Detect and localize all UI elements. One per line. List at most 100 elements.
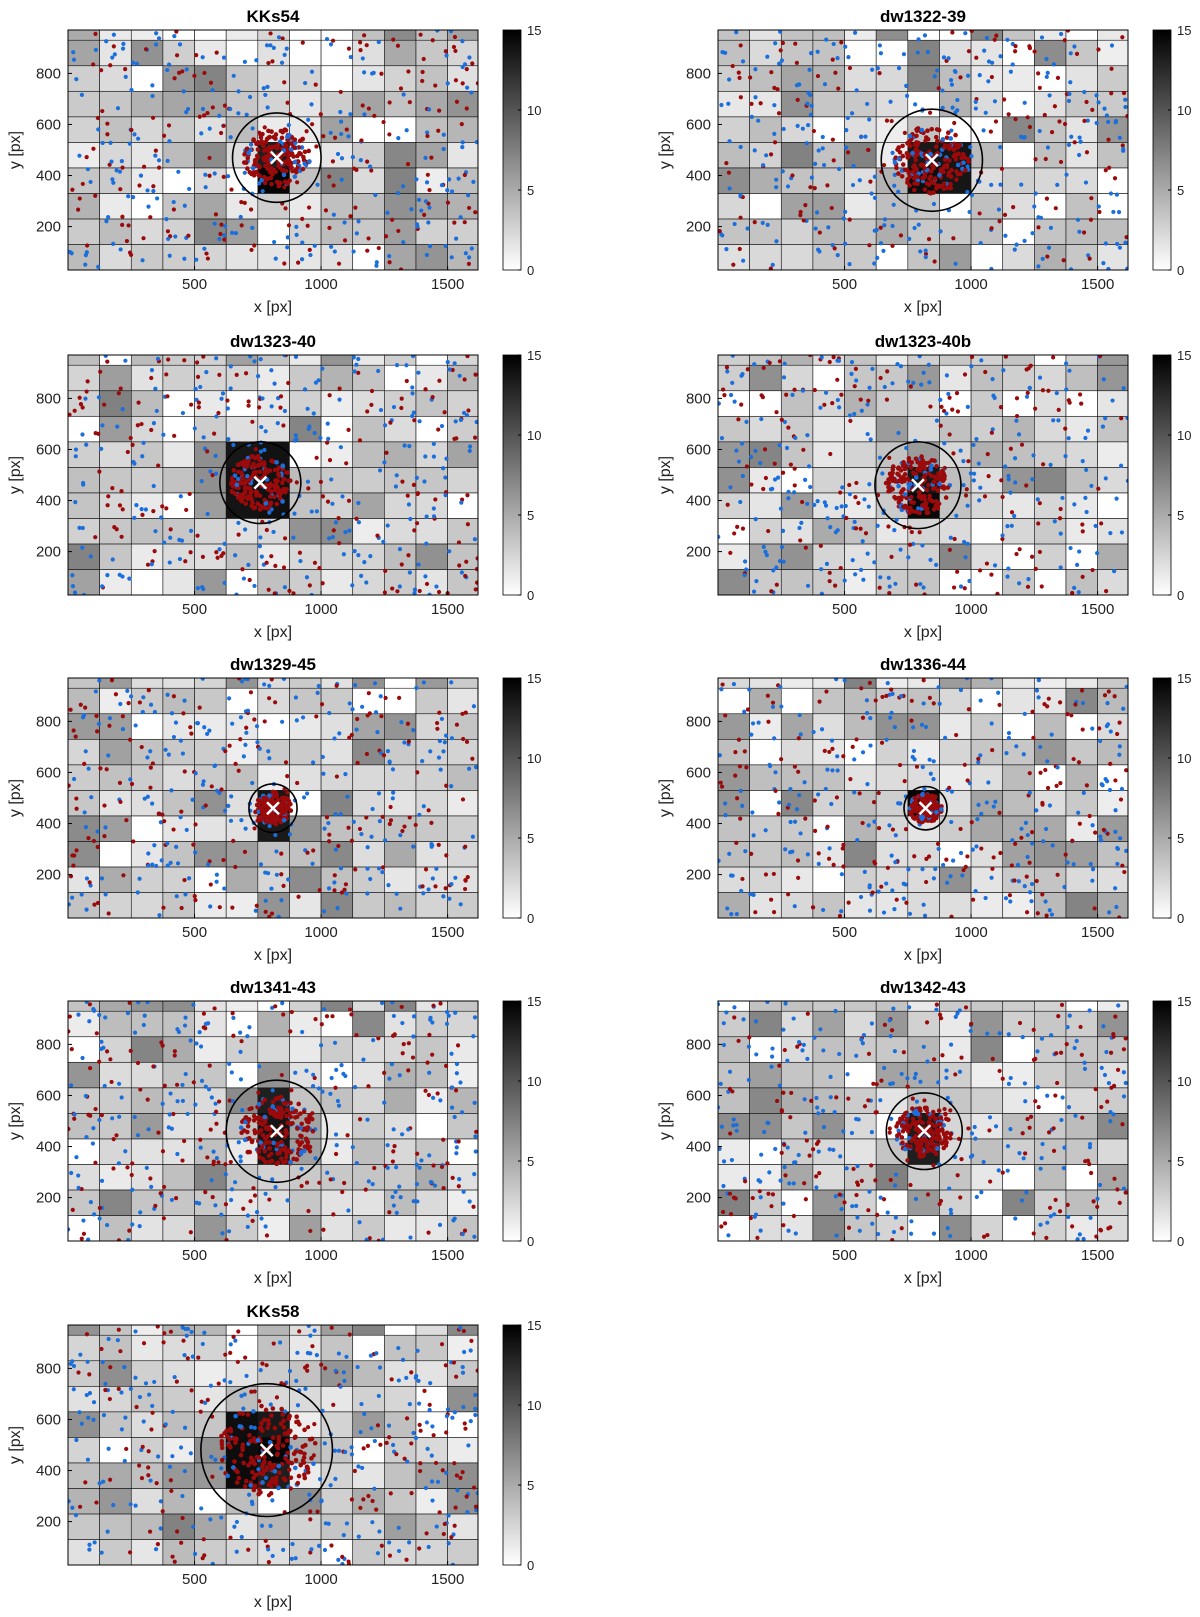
cluster-point [276,472,282,477]
blue-point [175,1099,180,1104]
heatmap-cell [68,390,100,417]
red-point [885,369,890,374]
colorbar-tick-label: 15 [527,23,541,38]
blue-point [337,397,342,402]
heatmap-cell [99,90,132,118]
red-point [160,812,165,817]
blue-point [874,227,879,233]
blue-point [236,476,241,482]
heatmap-cell [1002,815,1035,842]
blue-point [151,483,156,489]
heatmap-cell [875,892,909,918]
blue-point [311,411,316,416]
red-point [884,118,890,123]
blue-point [825,767,830,772]
red-point [811,128,817,134]
heatmap-cell [970,218,1004,245]
blue-point [1008,69,1013,74]
red-point [762,447,768,452]
blue-point [882,217,888,222]
blue-point [96,395,102,400]
red-point [450,367,455,373]
y-tick-label: 400 [686,168,711,185]
red-point [739,402,744,407]
red-point [108,63,113,68]
red-point [406,1041,411,1046]
heatmap-cell [1065,764,1098,791]
heatmap-cell [1097,244,1128,270]
cluster-point [923,800,928,805]
blue-point [921,701,926,706]
blue-point [210,88,215,93]
blue-point [253,908,258,913]
heatmap-cells [718,355,1128,595]
blue-point [99,446,104,451]
red-point [196,405,201,410]
blue-point [920,764,925,770]
cluster-point [280,463,286,469]
red-point [1077,392,1083,397]
cluster-point [231,468,237,473]
heatmap-cell [1002,492,1035,519]
scatter-points [68,355,478,595]
heatmap-cell [1065,713,1098,740]
blue-point [1101,260,1106,266]
blue-point [888,715,893,720]
blue-point [135,890,140,895]
red-point [125,449,130,455]
heatmap-cell [415,218,448,245]
heatmap-cell [384,142,417,169]
red-point [1045,704,1050,709]
y-tick-label: 200 [36,544,61,561]
heatmap-cell [225,390,259,417]
blue-point [110,557,115,562]
red-point [249,247,254,253]
blue-point [321,909,327,914]
colorbar-tick-label: 0 [1177,588,1184,603]
red-point [990,866,995,871]
heatmap-cell [68,1164,100,1191]
heatmap-cell [225,866,259,893]
blue-point [88,179,93,185]
blue-point [948,78,954,83]
heatmap-cell [257,355,290,366]
blue-point [132,515,137,520]
blue-point [376,368,381,374]
red-point [464,739,470,744]
blue-point [829,801,834,807]
blue-point [842,678,847,683]
blue-point [1081,790,1086,795]
blue-point [1063,361,1069,366]
blue-point [391,404,397,410]
red-point [118,386,123,391]
blue-point [884,737,889,742]
heatmap-cell [289,738,322,766]
red-point [384,450,389,455]
x-axis-label: x [px] [254,947,292,964]
blue-point [882,223,887,228]
cluster-point [277,139,283,145]
heatmap-cell [1065,492,1098,519]
blue-point [467,55,472,60]
blue-point [406,1127,411,1132]
heatmap-cell [447,218,478,245]
red-point [221,123,226,128]
red-point [880,694,885,700]
blue-point [943,735,948,740]
blue-point [409,207,414,212]
blue-point [380,869,385,875]
red-point [120,507,125,512]
blue-point [231,442,236,448]
blue-point [174,844,179,849]
red-point [244,725,249,730]
heatmap-cell [415,1189,448,1216]
panel-title: dw1336-44 [880,655,967,674]
red-point [1025,390,1030,395]
red-point [174,30,179,34]
heatmap-cell [415,815,448,842]
blue-point [982,48,987,53]
blue-point [772,103,777,108]
blue-point [154,863,159,869]
blue-point [850,557,855,563]
